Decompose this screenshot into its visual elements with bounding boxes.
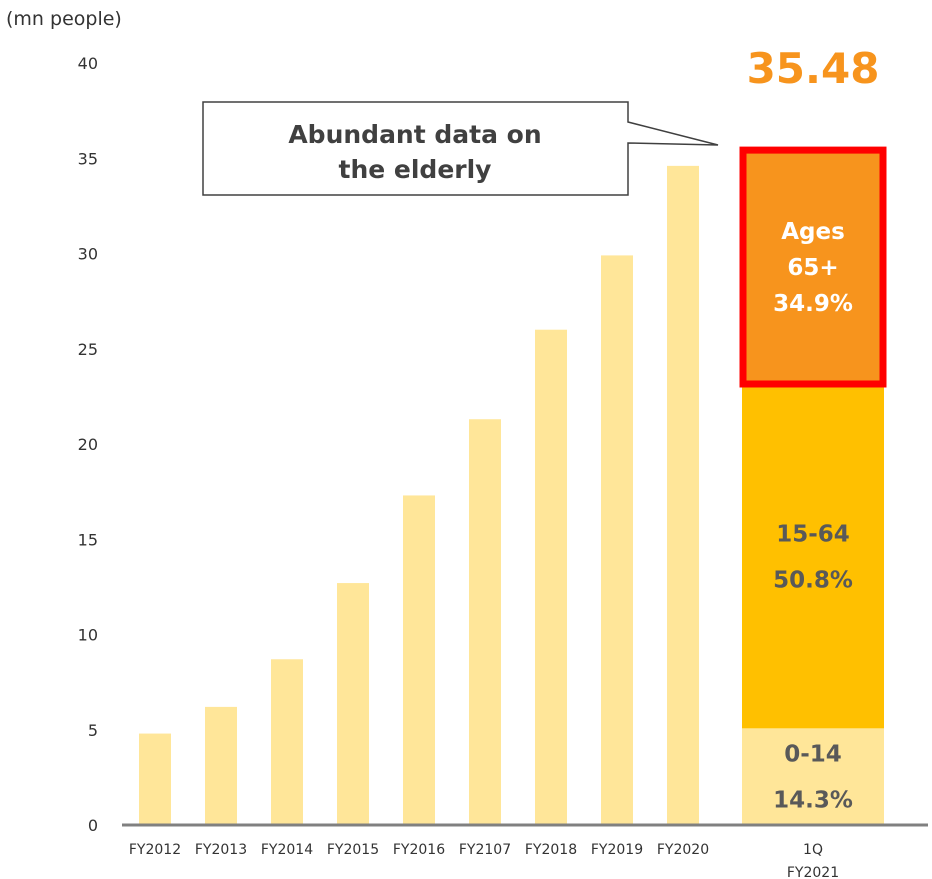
stacked-segment: [742, 149, 884, 385]
bar: [271, 659, 303, 825]
y-tick-label: 0: [88, 816, 98, 835]
bar: [403, 495, 435, 825]
y-tick-label: 5: [88, 721, 98, 740]
segment-label: 65+: [787, 255, 838, 281]
segment-label: Ages: [781, 219, 845, 245]
callout-line-1: Abundant data on: [288, 120, 541, 149]
stacked-segment: [742, 384, 884, 729]
y-tick-label: 25: [78, 340, 98, 359]
total-value-label: 35.48: [747, 44, 880, 93]
bar: [337, 583, 369, 825]
segment-label: 34.9%: [773, 291, 853, 317]
y-axis-unit-label: (mn people): [6, 8, 122, 30]
x-tick-label: FY2107: [459, 842, 511, 858]
y-tick-label: 35: [78, 149, 98, 168]
highlight-border: [739, 146, 887, 388]
callout-line-2: the elderly: [339, 155, 492, 184]
bar: [535, 329, 567, 825]
x-tick-label: FY2019: [591, 842, 643, 858]
x-tick-label: 1Q: [803, 842, 823, 858]
y-tick-label: 40: [78, 54, 98, 73]
segment-label: 14.3%: [773, 788, 853, 814]
y-tick-label: 30: [78, 245, 98, 264]
x-tick-label: FY2014: [261, 842, 313, 858]
segment-label: 15-64: [776, 522, 850, 548]
x-tick-label: FY2012: [129, 842, 181, 858]
x-tick-label: FY2018: [525, 842, 577, 858]
bar: [139, 733, 171, 825]
segment-label: 50.8%: [773, 568, 853, 594]
y-tick-label: 10: [78, 626, 98, 645]
x-tick-label: FY2015: [327, 842, 379, 858]
x-tick-label: FY2013: [195, 842, 247, 858]
stacked-segment: [742, 728, 884, 825]
x-tick-label: FY2021: [787, 865, 839, 879]
x-tick-label: FY2016: [393, 842, 445, 858]
bar: [469, 419, 501, 825]
bar: [205, 706, 237, 825]
y-tick-label: 20: [78, 435, 98, 454]
x-tick-label: FY2020: [657, 842, 709, 858]
y-tick-label: 15: [78, 530, 98, 549]
bar: [601, 255, 633, 825]
segment-label: 0-14: [784, 742, 842, 768]
bar: [667, 165, 699, 825]
callout-box: [202, 101, 719, 196]
